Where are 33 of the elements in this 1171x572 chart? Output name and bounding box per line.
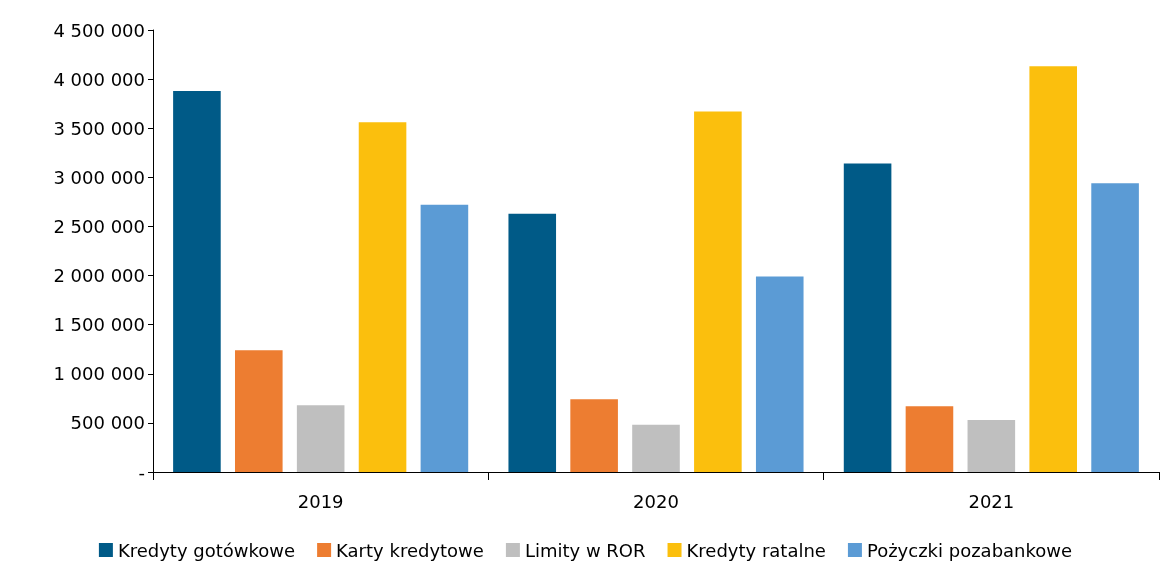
- x-tick-label: 2021: [968, 490, 1015, 512]
- y-tick-label: 500 000: [70, 412, 145, 434]
- bar: [173, 90, 221, 472]
- bar: [508, 213, 557, 472]
- bar: [694, 111, 742, 472]
- bar: [967, 419, 1016, 472]
- legend-label: Karty kredytowe: [336, 539, 484, 561]
- legend-label: Limity w ROR: [524, 539, 646, 561]
- y-tick-label: -: [138, 461, 145, 483]
- y-tick-label: 3 500 000: [53, 117, 145, 139]
- y-tick-label: 1 500 000: [53, 314, 145, 336]
- x-tick-label: 2020: [633, 490, 679, 512]
- y-tick-label: 2 000 000: [53, 265, 145, 287]
- bar: [570, 399, 618, 472]
- y-tick-label: 1 000 000: [53, 363, 145, 385]
- bar: [358, 122, 407, 472]
- bar: [234, 350, 283, 472]
- bar: [632, 424, 680, 472]
- y-tick-label: 4 000 000: [53, 68, 145, 90]
- bar: [1091, 183, 1139, 472]
- bar: [296, 405, 345, 472]
- bar: [843, 163, 892, 472]
- bar: [905, 406, 954, 472]
- bar: [1029, 66, 1078, 472]
- legend-label: Kredyty ratalne: [686, 539, 826, 561]
- y-tick-label: 2 500 000: [53, 215, 145, 237]
- bar: [420, 204, 469, 472]
- y-tick-label: 4 500 000: [53, 19, 145, 41]
- legend-label: Pożyczki pozabankowe: [866, 539, 1073, 561]
- legend-label: Kredyty gotówkowe: [117, 539, 296, 561]
- y-tick-label: 3 000 000: [53, 166, 145, 188]
- bar: [755, 276, 804, 472]
- x-tick-label: 2019: [297, 490, 344, 512]
